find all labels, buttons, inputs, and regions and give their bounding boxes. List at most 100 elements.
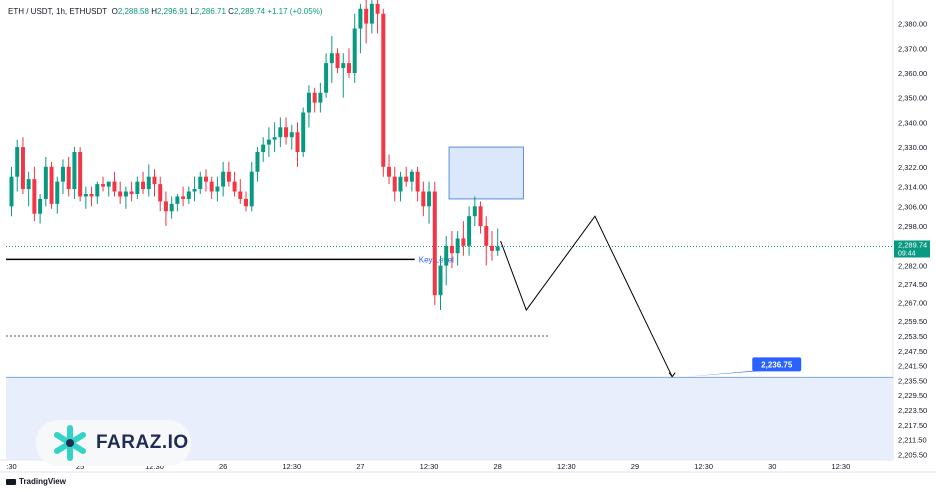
- candle-body: [129, 191, 134, 194]
- close-value: 2,289.74: [233, 7, 266, 16]
- price-tick-label: 2,211.50: [898, 436, 927, 445]
- candle-body: [101, 184, 106, 187]
- candle-body: [49, 166, 54, 204]
- asterisk-logo-icon: [54, 425, 86, 461]
- candle-body: [404, 176, 409, 182]
- candle-body: [358, 8, 363, 29]
- candle-body: [341, 63, 346, 69]
- candle-body: [198, 176, 203, 190]
- price-tick-label: 2,259.50: [898, 317, 927, 326]
- candle-body: [318, 92, 323, 103]
- price-tick-label: 2,229.50: [898, 391, 927, 400]
- time-tick-label: 12:30: [282, 462, 301, 471]
- candle-body: [392, 176, 397, 192]
- candle-body: [9, 176, 14, 207]
- candle-body: [215, 186, 220, 192]
- price-tick-label: 2,217.50: [898, 421, 927, 430]
- candle-body: [32, 179, 37, 214]
- candle-body: [432, 191, 437, 296]
- candle-body: [335, 53, 340, 69]
- candle-body: [181, 196, 186, 199]
- time-tick-label: 28: [494, 462, 502, 471]
- candle-body: [175, 196, 180, 204]
- candle-body: [146, 176, 151, 190]
- candle-body: [461, 238, 466, 246]
- symbol-label: ETH / USDT, 1h, ETHUSDT: [8, 7, 108, 16]
- candle-body: [295, 132, 300, 153]
- candle-body: [123, 191, 128, 197]
- candle-body: [20, 147, 25, 190]
- change-value: +1.17 (+0.05%): [267, 7, 323, 16]
- candle-body: [244, 198, 249, 207]
- candle-body: [329, 53, 334, 64]
- target-label-pointer: [686, 370, 769, 377]
- candle-body: [141, 181, 146, 190]
- candle-body: [43, 166, 48, 199]
- candle-body: [346, 63, 351, 73]
- candle-body: [203, 176, 208, 182]
- candle-body: [78, 152, 83, 197]
- candle-body: [83, 193, 88, 197]
- candle-body: [352, 28, 357, 73]
- time-tick-label: :30: [6, 462, 16, 471]
- candle-body: [118, 191, 123, 197]
- candle-body: [289, 132, 294, 138]
- price-tick-label: 2,340.00: [898, 118, 927, 127]
- price-tick-label: 2,247.50: [898, 347, 927, 356]
- price-tick-label: 2,360.00: [898, 69, 927, 78]
- candle-body: [95, 184, 100, 197]
- candle-body: [324, 63, 329, 93]
- candle-body: [438, 265, 443, 296]
- candle-body: [301, 112, 306, 153]
- price-tick-label: 2,274.50: [898, 280, 927, 289]
- candle-body: [306, 92, 311, 113]
- price-tick-label: 2,370.00: [898, 44, 927, 53]
- candle-body: [221, 171, 226, 187]
- time-tick-label: 25: [76, 462, 84, 471]
- resistance-zone: [448, 146, 524, 200]
- candle-body: [249, 171, 254, 207]
- candle-body: [152, 176, 157, 185]
- price-tick-label: 2,330.00: [898, 143, 927, 152]
- candle-body: [266, 139, 271, 145]
- time-tick-label: 30: [768, 462, 776, 471]
- time-tick-label: 26: [219, 462, 227, 471]
- target-label-box: [752, 357, 802, 372]
- time-tick-label: 29: [631, 462, 639, 471]
- open-value: 2,288.58: [117, 7, 149, 16]
- candle-body: [369, 3, 374, 24]
- candle-body: [427, 191, 432, 207]
- price-tick-label: 2,223.50: [898, 406, 927, 415]
- price-tick-label: 2,350.00: [898, 94, 927, 103]
- candle-body: [38, 198, 43, 214]
- candle-body: [261, 144, 266, 153]
- candle-body: [106, 181, 111, 187]
- price-tick-label: 2,298.00: [898, 222, 927, 231]
- price-tick-label: 2,314.00: [898, 183, 927, 192]
- low-value: 2,286.71: [194, 7, 226, 16]
- candle-body: [135, 181, 140, 194]
- price-tick-label: 2,241.50: [898, 362, 927, 371]
- candle-body: [112, 181, 117, 192]
- time-tick-label: 12:30: [145, 462, 164, 471]
- projection-path: [500, 215, 673, 377]
- time-tick-label: 12:30: [694, 462, 713, 471]
- price-tick-label: 2,253.50: [898, 332, 927, 341]
- candle-body: [421, 191, 426, 207]
- projection-arrowhead: [668, 372, 676, 378]
- candle-body: [398, 176, 403, 192]
- price-tick-label: 2,205.50: [898, 451, 927, 460]
- tradingview-brand: TradingView: [6, 477, 66, 486]
- time-tick-label: 12:30: [420, 462, 439, 471]
- candle-body: [364, 8, 369, 24]
- candle-body: [272, 137, 277, 140]
- time-tick-label: 27: [356, 462, 364, 471]
- price-tick-label: 2,282.00: [898, 262, 927, 271]
- candle-body: [238, 191, 243, 199]
- candle-body: [163, 201, 168, 212]
- candle-body: [375, 3, 380, 14]
- candle-body: [15, 147, 20, 177]
- candle-body: [467, 216, 472, 246]
- price-tick-label: 2,322.00: [898, 163, 927, 172]
